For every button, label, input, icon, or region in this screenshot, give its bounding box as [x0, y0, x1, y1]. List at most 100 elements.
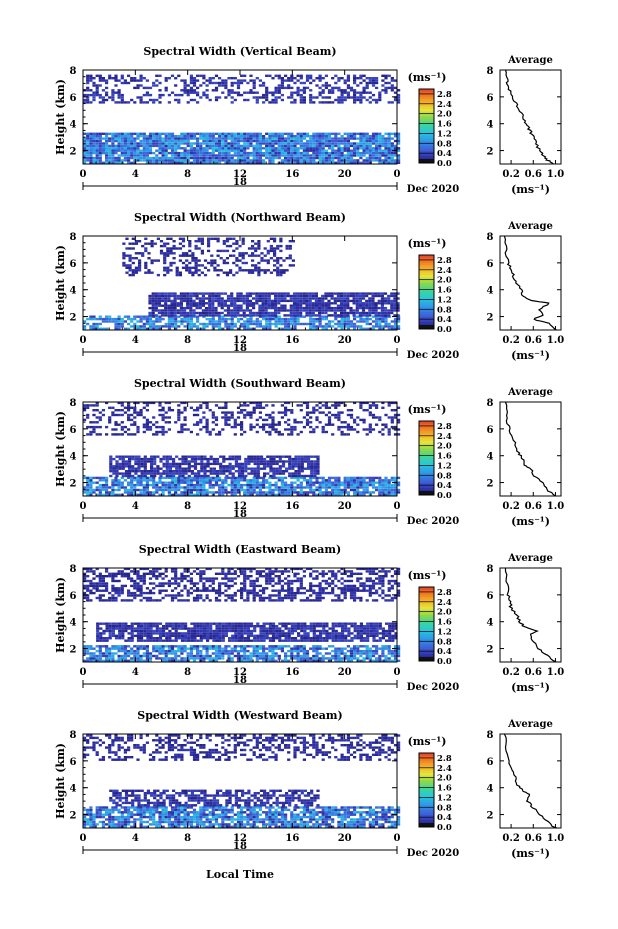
heatmap-cell [334, 142, 338, 145]
heatmap-cell [152, 101, 156, 104]
heatmap-cell [98, 154, 102, 157]
heatmap-cell [192, 322, 197, 326]
heatmap-cell [258, 147, 262, 150]
heatmap-cell [287, 147, 291, 150]
heatmap-cell [92, 144, 96, 148]
heatmap-cell [180, 147, 184, 150]
heatmap-cell [321, 132, 325, 135]
heatmap-cell [217, 297, 221, 300]
heatmap-cell [296, 137, 300, 140]
heatmap-cell [214, 294, 218, 298]
heatmap-cell [252, 96, 256, 99]
heatmap-cell [346, 481, 350, 484]
heatmap-cell [218, 315, 222, 318]
heatmap-cell [170, 161, 175, 164]
heatmap-cell [218, 317, 222, 321]
heatmap-cell [268, 425, 272, 429]
heatmap-cell [164, 142, 168, 145]
heatmap-cell [274, 299, 278, 303]
heatmap-cell [118, 462, 122, 466]
heatmap-cell [189, 488, 193, 492]
date-label: Dec 2020 [407, 184, 459, 195]
heatmap-cell [291, 462, 295, 466]
heatmap-cell [343, 142, 347, 145]
heatmap-cell [387, 151, 391, 155]
heatmap-cell [158, 430, 162, 434]
heatmap-cell [180, 320, 184, 323]
heatmap-cell [327, 491, 332, 494]
heatmap-cell [202, 74, 206, 77]
heatmap-cell [139, 84, 143, 87]
heatmap-cell [183, 491, 187, 494]
heatmap-cell [330, 294, 334, 298]
heatmap-cell [340, 156, 344, 160]
colorbar-tick-label: 1.6 [437, 120, 452, 130]
heatmap-cell [156, 273, 160, 277]
heatmap-cell [170, 320, 175, 323]
heatmap-cell [144, 266, 148, 269]
heatmap-cell [258, 156, 262, 160]
heatmap-cell [122, 264, 126, 267]
heatmap-cell [252, 411, 256, 414]
heatmap-cell [209, 457, 213, 461]
heatmap-cell [381, 325, 385, 328]
x-tick-label: 12 [233, 335, 247, 346]
heatmap-cell [167, 486, 171, 489]
heatmap-cell [249, 416, 253, 419]
heatmap-cell [293, 481, 297, 484]
heatmap-cell [163, 261, 167, 265]
heatmap-cell [300, 457, 304, 461]
heatmap-cell [334, 317, 338, 321]
colorbar-segment [419, 308, 434, 313]
heatmap-cell [216, 264, 220, 267]
heatmap-cell [359, 151, 363, 155]
heatmap-cell [220, 302, 224, 305]
heatmap-cell [327, 306, 331, 310]
heatmap-cell [321, 483, 325, 487]
heatmap-cell [368, 493, 372, 496]
heatmap-cell [311, 294, 315, 298]
heatmap-cell [121, 467, 125, 470]
heatmap-cell [114, 421, 118, 424]
heatmap-cell [133, 139, 137, 143]
heatmap-cell [293, 327, 297, 330]
heatmap-cell [211, 142, 215, 145]
heatmap-cell [262, 325, 266, 328]
heatmap-cell [154, 297, 158, 300]
heatmap-cell [178, 237, 182, 240]
heatmap-cell [114, 144, 118, 148]
heatmap-cell [267, 297, 271, 300]
heatmap-cell [134, 257, 138, 260]
heatmap-cell [177, 98, 181, 102]
heatmap-cell [148, 93, 153, 97]
heatmap-cell [275, 470, 279, 473]
heatmap-cell [108, 156, 112, 160]
heatmap-cell [324, 311, 328, 315]
heatmap-cell [83, 132, 87, 135]
heatmap-cell [269, 455, 273, 458]
heatmap-cell [161, 139, 165, 143]
heatmap-cell [312, 132, 316, 135]
heatmap-cell [202, 416, 206, 419]
heatmap-cell [175, 269, 179, 272]
heatmap-cell [361, 302, 366, 305]
heatmap-cell [257, 271, 261, 274]
heatmap-cell [145, 428, 149, 431]
heatmap-cell [155, 433, 159, 436]
heatmap-cell [264, 294, 268, 298]
heatmap-cell [265, 322, 269, 326]
heatmap-cell [285, 470, 289, 473]
heatmap-cell [387, 101, 391, 104]
heatmap-cell [287, 433, 291, 436]
heatmap-cell [196, 156, 200, 160]
heatmap-cell [174, 327, 178, 330]
heatmap-cell [290, 481, 294, 484]
heatmap-cell [343, 491, 347, 494]
heatmap-cell [240, 137, 244, 140]
heatmap-cell [92, 147, 96, 150]
heatmap-cell [274, 481, 278, 484]
heatmap-cell [252, 297, 256, 300]
heatmap-cell [390, 89, 394, 92]
heatmap-cell [331, 159, 335, 162]
heatmap-cell [302, 425, 306, 429]
